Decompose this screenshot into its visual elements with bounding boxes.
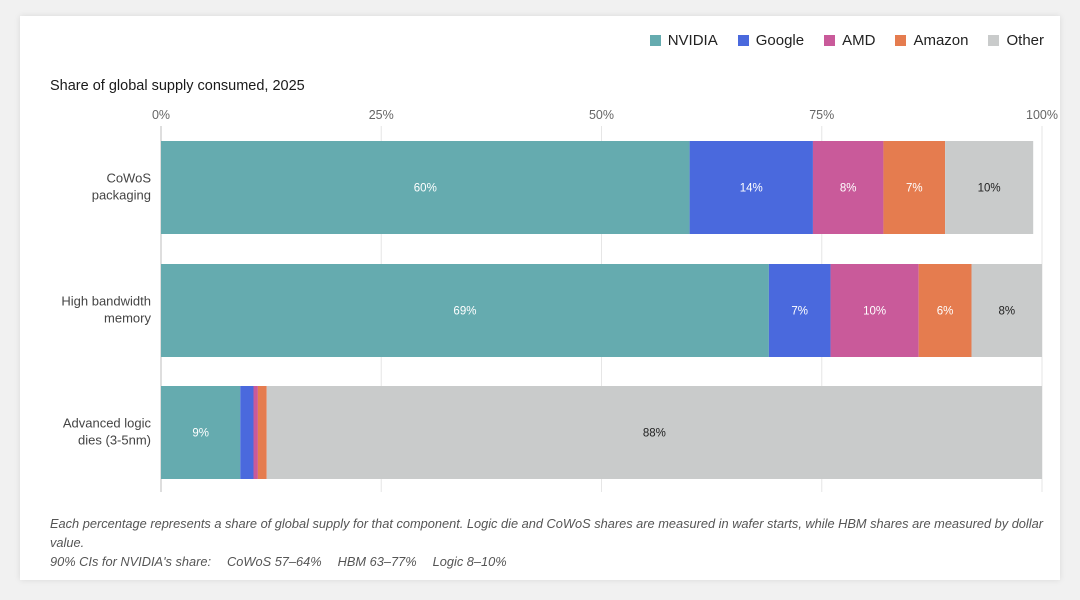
legend-label: NVIDIA [667,32,718,49]
bar-segment-google [240,386,254,479]
footnote: Each percentage represents a share of gl… [50,514,1050,571]
legend-item-nvidia: NVIDIA [649,32,718,49]
data-label: 10% [978,183,1001,195]
bar-segment-other [971,264,1042,357]
stacked-bar-chart: 0% 25% 50% 75% 100% 60% 14% 8% 7% 10% CoWoS packagi… [61,108,1058,492]
category-label: dies (3-5nm) [78,433,151,448]
legend-swatch [824,35,836,46]
category-label: packaging [92,188,151,203]
legend-label: Amazon [913,32,969,49]
category-label: High bandwidth [61,294,151,309]
legend-swatch [649,35,661,46]
bar-segment-nvidia [161,141,690,234]
x-tick-label: 50% [589,108,614,122]
bar-segment-amazon [257,386,267,479]
data-label: 8% [840,183,857,195]
legend-label: AMD [842,32,876,49]
bar-segment-amazon [918,264,972,357]
category-label: Advanced logic [63,416,152,431]
data-label: 7% [906,183,923,195]
data-label: 60% [414,183,437,195]
x-tick-label: 0% [152,108,170,122]
legend-swatch [895,35,907,46]
data-label: 14% [740,183,763,195]
data-label: 8% [998,306,1015,318]
x-tick-label: 25% [369,108,394,122]
x-tick-label: 75% [809,108,834,122]
bar-segment-nvidia [161,386,241,479]
legend-item-google: Google [737,32,805,49]
legend-label: Google [755,32,805,49]
data-label: 6% [937,306,954,318]
bar-segment-other [266,386,1043,479]
bar-segment-google [768,264,831,357]
bar-segment-other [945,141,1034,234]
legend-swatch [988,35,1000,46]
legend-item-other: Other [988,32,1044,49]
category-label: CoWoS [106,171,151,186]
data-label: 9% [192,428,209,440]
data-label: 88% [643,428,666,440]
ci-label: 90% CIs for NVIDIA's share: [50,554,212,569]
x-tick-label: 100% [1026,108,1058,122]
legend-label: Other [1006,32,1044,49]
legend-item-amazon: Amazon [895,32,968,49]
bar-segment-amd [253,386,258,479]
legend-item-amd: AMD [824,32,875,49]
bar-segment-amd [830,264,919,357]
bar-segment-amazon [883,141,946,234]
bar-segment-google [689,141,813,234]
bar-segment-amd [812,141,884,234]
ci-logic: Logic 8–10% [432,554,507,569]
bar-segment-nvidia [161,264,769,357]
data-label: 7% [791,306,808,318]
chart-legend: NVIDIA Google AMD Amazon Other [649,32,1044,49]
category-label: memory [104,311,151,326]
chart-card: NVIDIA Google AMD Amazon Other Share of glob… [20,16,1060,580]
ci-cowos: CoWoS 57–64% [227,554,322,569]
data-label: 10% [863,306,886,318]
confidence-intervals: 90% CIs for NVIDIA's share: CoWoS 57–64% H… [50,552,1050,571]
chart-title: Share of global supply consumed, 2025 [50,78,305,94]
ci-hbm: HBM 63–77% [337,554,417,569]
data-label: 69% [453,306,476,318]
legend-swatch [737,35,749,46]
footnote-text: Each percentage represents a share of gl… [50,516,1043,550]
